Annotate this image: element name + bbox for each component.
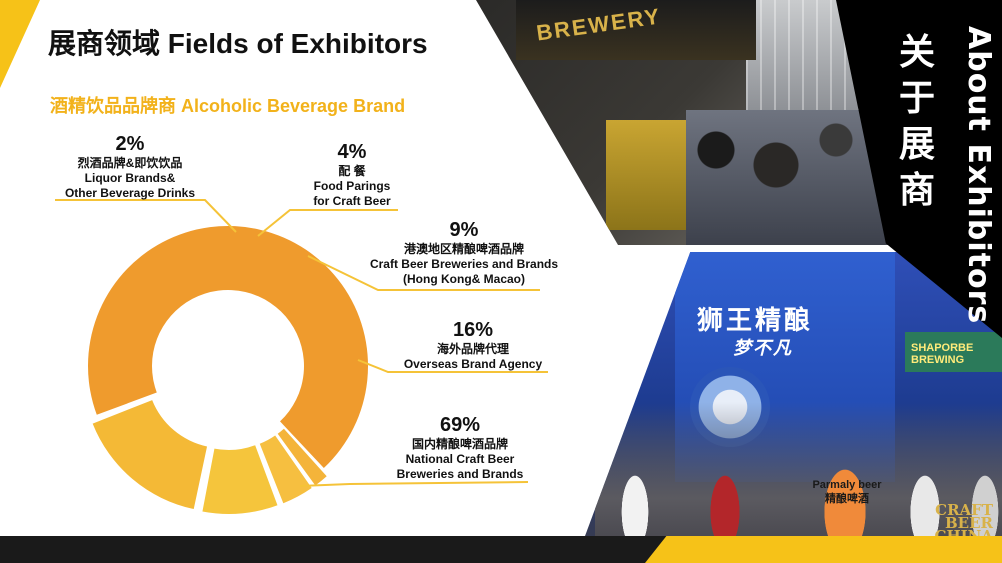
label-en: Liquor Brands& Other Beverage Drinks [64, 171, 196, 200]
shirt-print: Parmaly beer 精酿啤酒 [812, 479, 882, 505]
slice-overseas [92, 400, 208, 510]
hall-sign-text: SHAPORBE BREWING [911, 342, 974, 366]
label-cn: 海外品牌代理 [436, 342, 509, 356]
label-pct: 69% [439, 414, 481, 436]
leader-line-food [257, 209, 398, 237]
slice-national [88, 226, 368, 469]
booth-signboard: BREWERY [516, 0, 756, 60]
side-title-en: About Exhibitors [961, 26, 996, 325]
label-overseas: 16% 海外品牌代理 Overseas Brand Agency [388, 318, 558, 372]
label-en: Overseas Brand Agency [403, 357, 543, 371]
chart-title: 酒精饮品品牌商 Alcoholic Beverage Brand [50, 96, 406, 116]
label-cn: 烈酒品牌&即饮饮品 [77, 156, 183, 170]
leader-line-national [299, 481, 529, 487]
slice-food [259, 435, 312, 504]
booth-script-text: 梦不凡 [733, 338, 793, 358]
leader-line-liquor [55, 199, 237, 233]
bottom-accent [645, 536, 1002, 563]
side-title-cn-char: 商 [898, 170, 935, 211]
label-national: 69% 国内精酿啤酒品牌 National Craft Beer Breweri… [380, 413, 540, 482]
label-cn: 国内精酿啤酒品牌 [411, 437, 508, 451]
label-pct: 2% [115, 133, 145, 155]
label-cn: 配 餐 [338, 164, 366, 178]
booth-yellow-wall [606, 120, 696, 230]
hall-sign: SHAPORBE BREWING [905, 332, 1002, 372]
label-liquor: 2% 烈酒品牌&即饮饮品 Liquor Brands& Other Bevera… [50, 132, 210, 201]
label-pct: 16% [452, 319, 494, 341]
label-pct: 9% [449, 219, 479, 241]
label-hk-macao: 9% 港澳地区精酿啤酒品牌 Craft Beer Breweries and B… [352, 218, 576, 287]
label-food: 4% 配 餐 Food Parings for Craft Beer [290, 140, 414, 209]
label-en: Food Parings for Craft Beer [313, 179, 391, 208]
label-en: National Craft Beer Breweries and Brands [396, 452, 524, 481]
side-title-cn-char: 于 [898, 78, 935, 119]
slice-liquor [277, 428, 327, 486]
booth-sign-text: 狮王精酿 [697, 305, 814, 335]
label-pct: 4% [337, 141, 367, 163]
slice-hk-macao [202, 445, 278, 514]
side-title-cn: 关 于 展 商 [893, 30, 941, 214]
label-en: Craft Beer Breweries and Brands (Hong Ko… [369, 257, 559, 286]
leader-line-overseas [357, 359, 548, 373]
label-cn: 港澳地区精酿啤酒品牌 [403, 242, 524, 256]
side-title-cn-char: 展 [898, 124, 935, 165]
page-title: 展商领域 Fields of Exhibitors [48, 28, 428, 59]
side-title-cn-char: 关 [898, 32, 935, 73]
leader-line-hk-macao [307, 255, 540, 291]
